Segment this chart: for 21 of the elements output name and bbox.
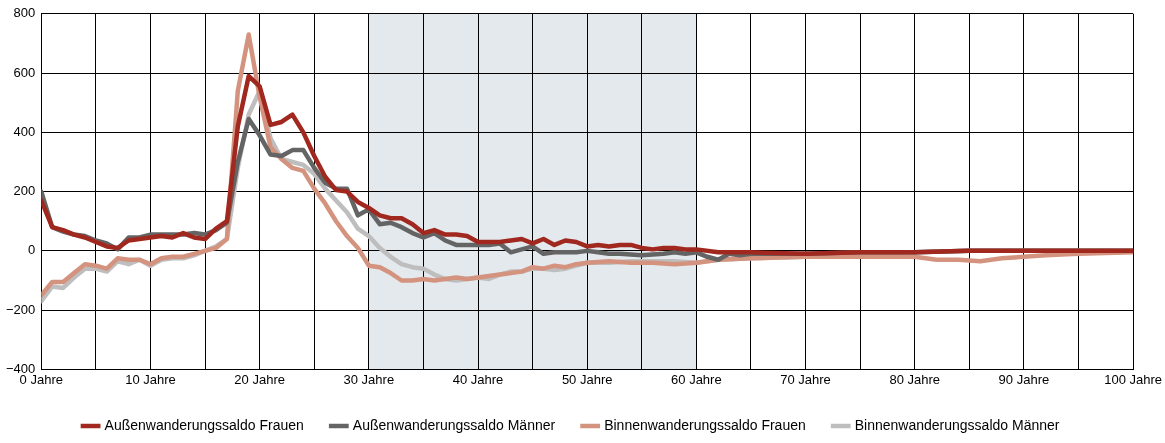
x-tick-label: 60 Jahre <box>671 371 722 387</box>
x-tick-label: 70 Jahre <box>780 371 831 387</box>
y-tick-label: 0 <box>28 242 36 258</box>
y-tick-label: −200 <box>5 301 36 317</box>
x-tick-label: 80 Jahre <box>889 371 941 387</box>
x-tick-label: 40 Jahre <box>452 371 504 387</box>
y-tick-label: −400 <box>5 360 36 376</box>
y-tick-label: 800 <box>13 5 36 21</box>
x-tick-label: 20 Jahre <box>234 371 285 387</box>
legend-label: Binnenwanderungssaldo Frauen <box>604 416 806 433</box>
x-tick-label: 100 Jahre <box>1104 371 1162 387</box>
x-tick-label: 10 Jahre <box>125 371 176 387</box>
x-tick-label: 30 Jahre <box>343 371 395 387</box>
x-tick-label: 90 Jahre <box>998 371 1050 387</box>
legend-label: Außenwanderungssaldo Frauen <box>104 416 304 433</box>
y-tick-label: 200 <box>13 183 36 199</box>
y-tick-label: 400 <box>13 123 36 139</box>
x-tick-label: 50 Jahre <box>561 371 613 387</box>
y-tick-label: 600 <box>13 64 36 80</box>
legend-label: Außenwanderungssaldo Männer <box>352 416 556 433</box>
legend-label: Binnenwanderungssaldo Männer <box>854 416 1060 433</box>
